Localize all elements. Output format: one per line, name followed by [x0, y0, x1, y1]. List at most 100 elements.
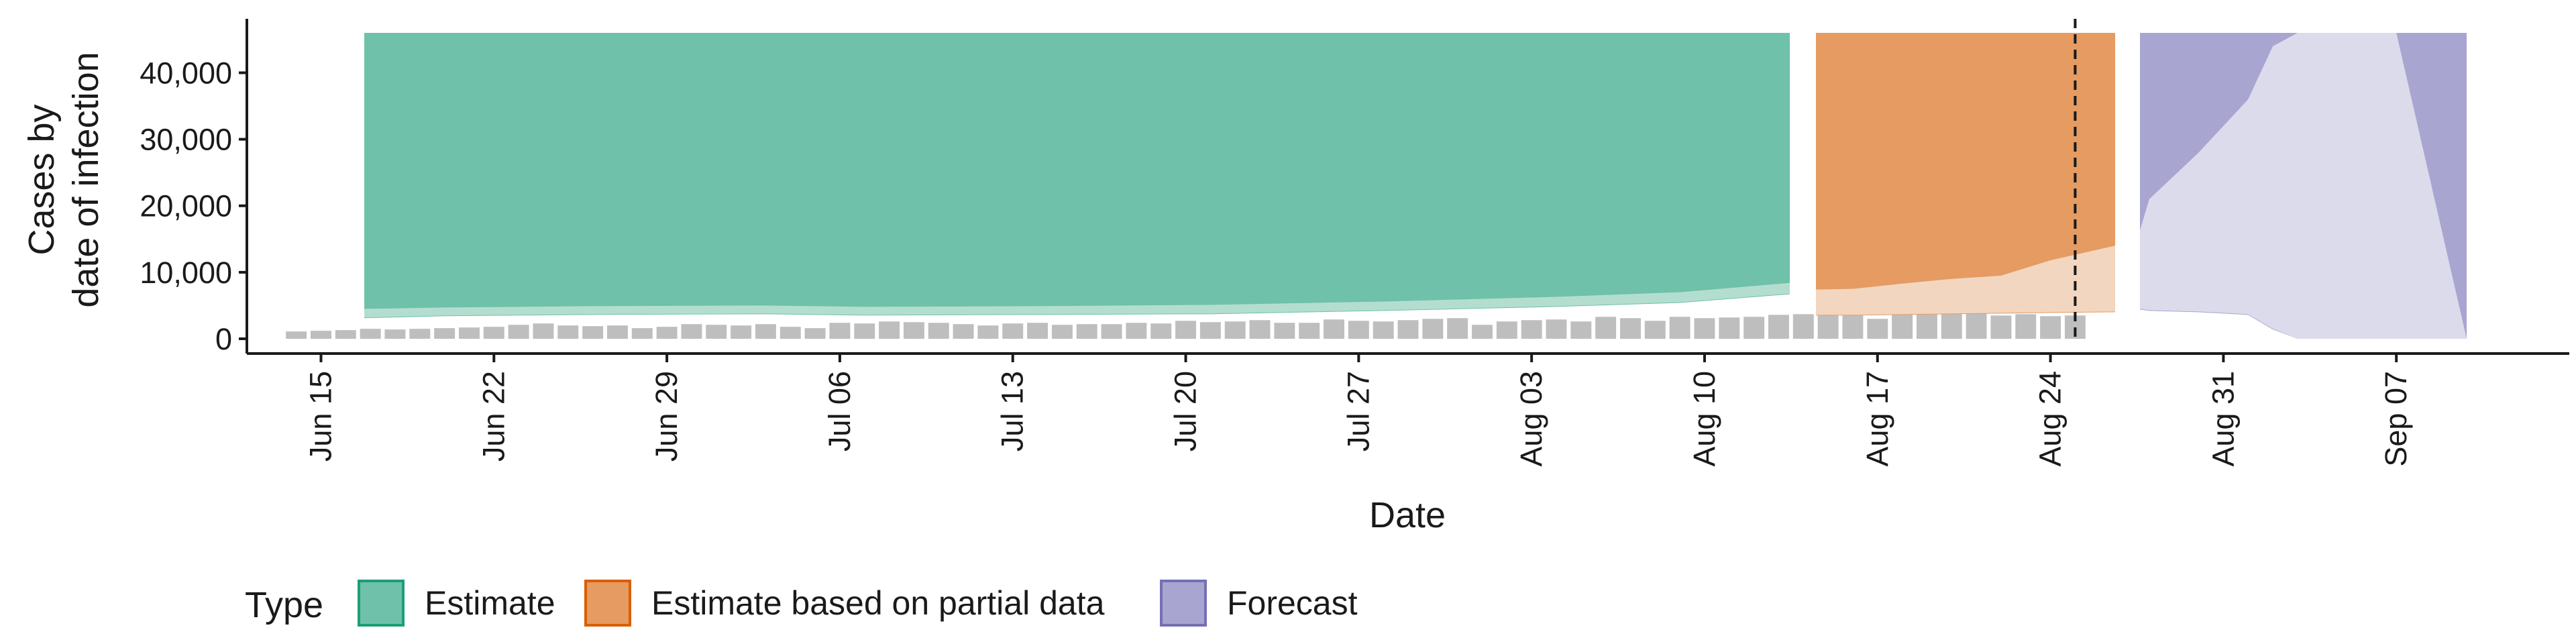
reported-cases-bar: [1916, 312, 1937, 339]
reported-cases-bar: [1892, 310, 1913, 339]
reported-cases-bar: [1348, 321, 1369, 339]
reported-cases-bar: [582, 326, 604, 339]
reported-cases-bar: [1175, 321, 1197, 339]
legend: Type Estimate Estimate based on partial d…: [245, 580, 1358, 627]
reported-cases-bar: [360, 329, 381, 339]
x-tick-label: Jul 13: [996, 371, 1030, 451]
x-tick-label: Jul 06: [822, 371, 857, 451]
reported-cases-bar: [1199, 322, 1221, 339]
reported-cases-bar: [1792, 314, 1814, 339]
reported-cases-bar: [1743, 317, 1765, 339]
reported-cases-bar: [656, 327, 678, 339]
reported-cases-bar: [1768, 315, 1789, 339]
y-axis-title-line-1: Cases by: [21, 104, 62, 255]
y-tick-label: 40,000: [140, 56, 232, 90]
reported-cases-bar: [1076, 324, 1097, 339]
reported-cases-bar: [1274, 323, 1295, 339]
x-tick-label: Aug 10: [1687, 371, 1721, 467]
reported-cases-bar: [879, 321, 900, 339]
reported-cases-bar: [606, 325, 628, 339]
reported-cases-bar: [854, 323, 875, 339]
legend-swatch-estimate: [358, 580, 405, 627]
legend-swatch-estimate-based-on-partial-data: [584, 580, 631, 627]
x-tick-label: Aug 31: [2206, 371, 2240, 467]
reported-cases-bar: [953, 324, 974, 339]
x-tick-label: Aug 24: [2033, 371, 2068, 467]
reported-cases-bar: [755, 324, 776, 339]
reported-cases-bar: [1027, 323, 1049, 339]
reported-cases-bar: [928, 323, 949, 339]
reported-cases-bar: [1669, 317, 1690, 339]
reported-cases-bar: [1397, 320, 1419, 339]
reported-cases-bar: [434, 328, 455, 339]
reported-cases-bar: [1373, 321, 1394, 339]
reported-cases-bar: [977, 325, 999, 339]
reported-cases-bar: [1224, 321, 1246, 339]
reported-cases-bar: [706, 325, 727, 339]
reported-cases-bar: [1719, 317, 1740, 339]
reported-cases-bar: [1990, 315, 2012, 339]
reported-cases-bar: [1101, 324, 1122, 339]
reported-cases-bar: [1150, 323, 1172, 339]
reported-cases-bar: [1299, 323, 1320, 339]
reported-cases-bar: [384, 329, 406, 339]
estimate-50-interval: [364, 282, 1790, 318]
reported-cases-bar: [903, 322, 924, 339]
reported-cases-bar: [631, 328, 653, 339]
forecast-50-interval: [2140, 33, 2467, 339]
reported-cases-bar: [1694, 318, 1715, 339]
reported-cases-bar: [1842, 311, 1864, 339]
reported-cases-bar: [681, 324, 702, 339]
reported-cases-bar: [1619, 318, 1641, 339]
reported-cases-bar: [1521, 320, 1542, 339]
legend-label-estimate-based-on-partial-data: Estimate based on partial data: [651, 584, 1105, 622]
reported-cases-bar: [311, 331, 331, 339]
reported-cases-bar: [1941, 313, 1962, 339]
reported-cases-bar: [780, 327, 801, 339]
plot-area: [286, 19, 2467, 341]
reported-cases-bar: [1324, 319, 1344, 339]
reported-cases-bar: [1546, 319, 1567, 339]
reported-cases-bar: [1595, 317, 1617, 339]
legend-label-forecast: Forecast: [1227, 584, 1358, 622]
reported-cases-bar: [1570, 321, 1592, 339]
y-axis-title-line-2: date of infection: [66, 52, 106, 307]
legend-title: Type: [245, 585, 323, 625]
reported-cases-bar: [1249, 320, 1271, 339]
reported-cases-bar: [1817, 312, 1839, 339]
y-axis-ticks: 0 10,000 20,000 30,000 40,000: [140, 56, 247, 356]
reported-cases-bar: [1422, 319, 1444, 339]
reported-cases-bar: [286, 331, 307, 339]
reported-cases-bar: [2015, 314, 2037, 339]
reported-cases-bar: [1051, 325, 1073, 339]
x-axis-title: Date: [1369, 495, 1446, 535]
reported-cases-bar: [458, 327, 480, 339]
reported-cases-bar: [409, 329, 431, 339]
x-tick-label: Jul 27: [1341, 371, 1375, 451]
y-tick-label: 30,000: [140, 123, 232, 157]
reported-cases-bar: [1867, 319, 1888, 339]
x-tick-label: Sep 07: [2379, 371, 2413, 467]
legend-label-estimate: Estimate: [425, 584, 555, 622]
x-tick-label: Jul 20: [1169, 371, 1203, 451]
x-axis-ticks: Jun 15 Jun 22 Jun 29 Jul 06 Jul 13 Jul 20 Jul …: [303, 354, 2413, 467]
reported-cases-bar: [1966, 312, 1987, 339]
estimate-90-interval: [364, 33, 1790, 319]
reported-cases-bar: [1002, 323, 1024, 339]
reported-cases-bar: [1447, 318, 1468, 339]
y-tick-label: 0: [215, 322, 232, 356]
reported-cases-bar: [508, 325, 529, 339]
reported-cases-bar: [1126, 323, 1147, 339]
estimate-based-on-partial-data-90-interval: [1816, 33, 2115, 316]
reported-cases-bar: [1644, 321, 1666, 339]
legend-swatch-forecast: [1160, 580, 1207, 627]
reported-cases-bar: [335, 330, 356, 339]
x-tick-label: Jun 22: [476, 371, 511, 462]
reported-cases-bar: [731, 325, 752, 339]
y-tick-label: 20,000: [140, 189, 232, 223]
x-tick-label: Jun 15: [303, 371, 337, 462]
reported-cases-bar: [1472, 325, 1493, 339]
x-tick-label: Aug 17: [1860, 371, 1894, 467]
